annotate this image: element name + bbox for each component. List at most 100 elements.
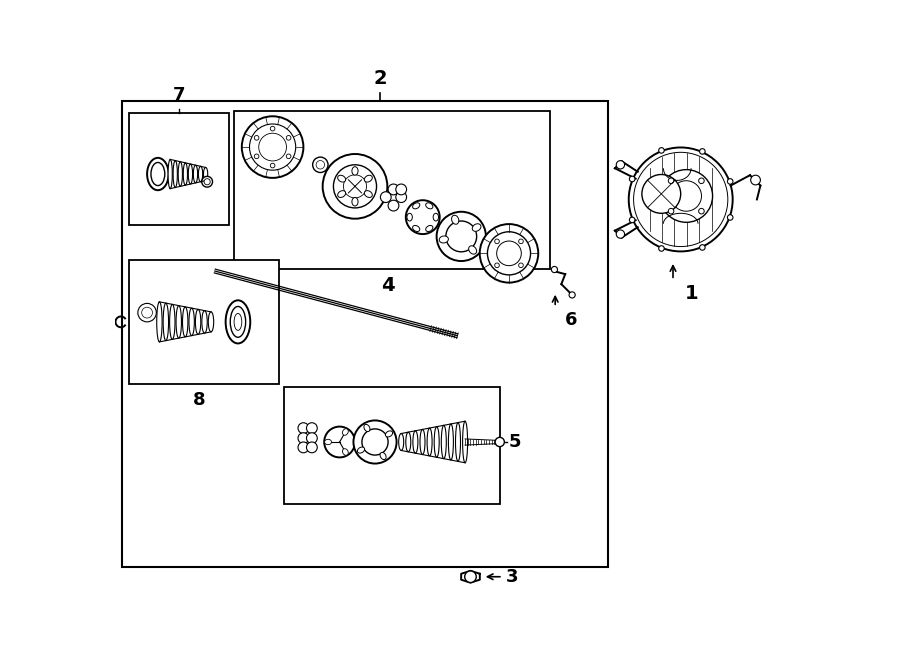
Circle shape bbox=[659, 246, 664, 251]
Circle shape bbox=[242, 116, 303, 178]
Circle shape bbox=[298, 442, 309, 453]
Circle shape bbox=[362, 429, 388, 455]
Ellipse shape bbox=[226, 300, 250, 344]
Circle shape bbox=[497, 241, 521, 266]
Ellipse shape bbox=[194, 165, 198, 183]
Ellipse shape bbox=[357, 447, 364, 453]
Circle shape bbox=[495, 438, 504, 447]
Circle shape bbox=[344, 175, 366, 198]
Circle shape bbox=[202, 176, 212, 187]
Ellipse shape bbox=[151, 163, 165, 186]
Ellipse shape bbox=[441, 425, 446, 459]
Circle shape bbox=[258, 134, 286, 161]
Ellipse shape bbox=[176, 305, 182, 338]
Circle shape bbox=[270, 126, 274, 131]
Circle shape bbox=[727, 215, 733, 220]
Circle shape bbox=[616, 230, 625, 238]
Circle shape bbox=[669, 208, 674, 214]
Circle shape bbox=[388, 200, 399, 211]
Circle shape bbox=[255, 136, 259, 140]
Text: 6: 6 bbox=[565, 311, 578, 329]
Circle shape bbox=[698, 178, 704, 184]
Ellipse shape bbox=[412, 203, 419, 209]
Circle shape bbox=[312, 157, 328, 173]
Ellipse shape bbox=[202, 311, 207, 333]
Ellipse shape bbox=[184, 163, 187, 185]
Bar bbox=[129, 113, 229, 225]
Ellipse shape bbox=[426, 225, 433, 231]
Circle shape bbox=[480, 224, 538, 283]
Circle shape bbox=[616, 161, 625, 169]
Circle shape bbox=[270, 163, 274, 168]
Circle shape bbox=[138, 303, 157, 322]
Circle shape bbox=[255, 154, 259, 159]
Circle shape bbox=[642, 175, 680, 214]
Circle shape bbox=[464, 571, 476, 582]
Circle shape bbox=[495, 263, 500, 268]
Circle shape bbox=[495, 239, 500, 244]
Ellipse shape bbox=[157, 302, 162, 342]
Ellipse shape bbox=[234, 313, 242, 330]
Bar bbox=[234, 111, 550, 269]
Ellipse shape bbox=[472, 224, 481, 231]
Ellipse shape bbox=[230, 307, 246, 337]
Circle shape bbox=[629, 147, 733, 251]
Bar bbox=[284, 387, 500, 504]
Ellipse shape bbox=[338, 175, 346, 182]
Ellipse shape bbox=[463, 421, 468, 463]
Ellipse shape bbox=[178, 162, 183, 186]
Ellipse shape bbox=[163, 303, 168, 340]
Circle shape bbox=[286, 154, 291, 159]
Ellipse shape bbox=[338, 190, 346, 198]
Circle shape bbox=[307, 433, 318, 444]
Text: 7: 7 bbox=[173, 86, 184, 104]
Circle shape bbox=[518, 263, 523, 268]
Circle shape bbox=[298, 423, 309, 434]
Circle shape bbox=[307, 423, 318, 434]
Ellipse shape bbox=[147, 158, 168, 190]
Circle shape bbox=[699, 149, 705, 154]
Ellipse shape bbox=[426, 203, 433, 209]
Circle shape bbox=[518, 239, 523, 244]
Text: 5: 5 bbox=[509, 433, 521, 451]
Ellipse shape bbox=[407, 214, 412, 221]
Ellipse shape bbox=[428, 428, 432, 456]
Ellipse shape bbox=[433, 214, 438, 221]
Ellipse shape bbox=[406, 432, 410, 452]
Ellipse shape bbox=[420, 430, 425, 455]
Ellipse shape bbox=[203, 167, 208, 180]
Ellipse shape bbox=[399, 434, 404, 450]
Circle shape bbox=[388, 184, 399, 195]
Circle shape bbox=[354, 420, 397, 463]
Ellipse shape bbox=[413, 431, 418, 453]
Text: 8: 8 bbox=[194, 391, 206, 409]
Ellipse shape bbox=[439, 236, 448, 243]
Text: 4: 4 bbox=[382, 276, 395, 295]
Ellipse shape bbox=[198, 167, 202, 182]
Text: 3: 3 bbox=[506, 568, 518, 586]
Circle shape bbox=[286, 136, 291, 140]
Ellipse shape bbox=[380, 452, 386, 459]
Ellipse shape bbox=[448, 424, 454, 460]
Ellipse shape bbox=[169, 304, 175, 339]
Ellipse shape bbox=[455, 422, 461, 461]
Circle shape bbox=[446, 221, 477, 252]
Ellipse shape bbox=[183, 307, 188, 337]
Circle shape bbox=[396, 184, 407, 195]
Ellipse shape bbox=[173, 161, 177, 188]
Text: 1: 1 bbox=[685, 284, 698, 303]
Ellipse shape bbox=[364, 190, 373, 198]
Circle shape bbox=[324, 426, 355, 457]
Ellipse shape bbox=[343, 429, 348, 436]
Ellipse shape bbox=[385, 431, 392, 437]
Ellipse shape bbox=[188, 164, 193, 184]
Circle shape bbox=[634, 152, 728, 247]
Circle shape bbox=[699, 245, 705, 251]
Circle shape bbox=[406, 200, 440, 234]
Ellipse shape bbox=[208, 312, 213, 332]
Circle shape bbox=[552, 266, 557, 272]
Circle shape bbox=[727, 178, 733, 184]
Circle shape bbox=[323, 154, 387, 219]
Circle shape bbox=[249, 124, 296, 170]
Circle shape bbox=[396, 192, 407, 202]
